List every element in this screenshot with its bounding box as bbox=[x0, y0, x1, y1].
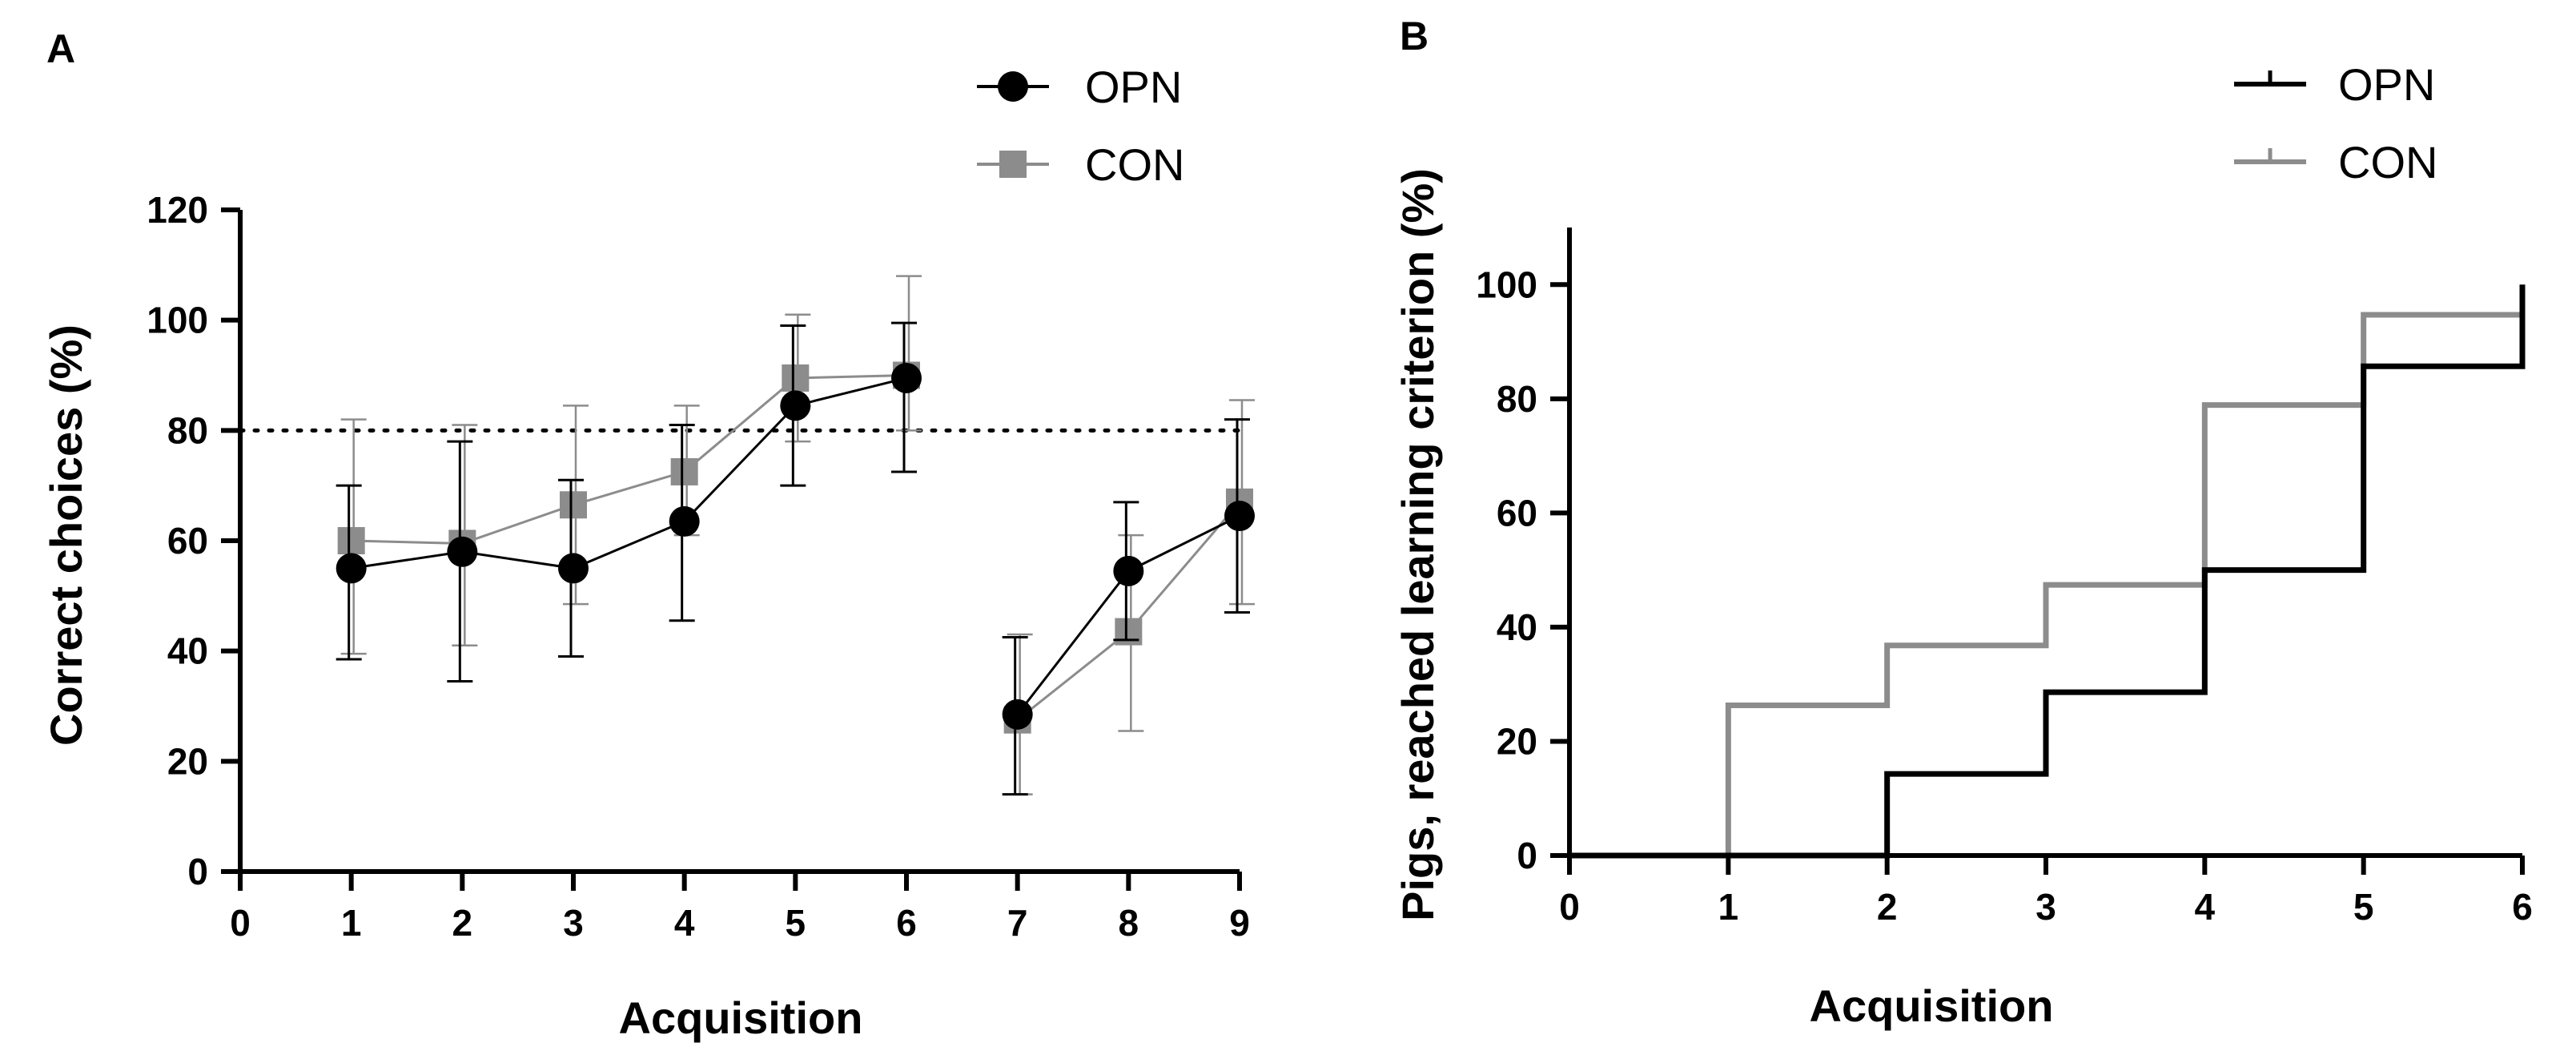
opn-series-line-2 bbox=[1016, 514, 1240, 715]
panel-b-y-axis-title: Pigs, reached learning criterion (%) bbox=[1392, 168, 1443, 921]
y-tick-label: 40 bbox=[1497, 606, 1537, 648]
x-tick-label: 5 bbox=[2353, 886, 2374, 928]
panel-b-tick-labels: 0 20 40 60 80 100 0 1 2 3 4 5 6 bbox=[1476, 264, 2533, 928]
panel-b-legend: OPN CON bbox=[2234, 59, 2437, 187]
panel-a-x-axis-title: Acquisition bbox=[619, 993, 863, 1043]
legend-con-label: CON bbox=[2338, 137, 2437, 187]
x-tick-label: 3 bbox=[2035, 886, 2056, 928]
con-point bbox=[782, 364, 810, 392]
y-tick-label: 100 bbox=[1476, 264, 1537, 305]
y-tick-label: 0 bbox=[187, 851, 208, 892]
x-tick-label: 6 bbox=[2512, 886, 2533, 928]
opn-point bbox=[447, 536, 478, 567]
opn-point bbox=[780, 390, 811, 421]
con-point bbox=[1115, 618, 1143, 646]
opn-point bbox=[1113, 555, 1144, 586]
y-tick-label: 40 bbox=[167, 630, 208, 672]
x-tick-label: 0 bbox=[230, 902, 251, 944]
opn-point bbox=[1002, 699, 1033, 730]
opn-point bbox=[1224, 501, 1255, 532]
x-tick-label: 6 bbox=[896, 902, 917, 944]
x-tick-label: 1 bbox=[341, 902, 362, 944]
y-tick-label: 100 bbox=[147, 300, 208, 341]
legend-opn-marker bbox=[998, 71, 1028, 102]
x-tick-label: 8 bbox=[1119, 902, 1139, 944]
panel-a-letter: A bbox=[46, 26, 75, 71]
opn-point bbox=[891, 362, 922, 393]
panel-b: B 0 20 40 60 80 100 0 1 2 3 4 5 6 Acquisition Pigs, … bbox=[1392, 14, 2533, 1031]
x-tick-label: 9 bbox=[1229, 902, 1250, 944]
x-tick-label: 3 bbox=[563, 902, 584, 944]
legend-opn-label: OPN bbox=[1085, 62, 1182, 112]
x-tick-label: 4 bbox=[674, 902, 695, 944]
legend-con-marker bbox=[999, 151, 1027, 178]
x-tick-label: 4 bbox=[2195, 886, 2216, 928]
y-tick-label: 0 bbox=[1517, 835, 1537, 876]
panel-a-legend: OPN CON bbox=[977, 62, 1184, 190]
x-tick-label: 7 bbox=[1007, 902, 1028, 944]
con-point bbox=[670, 457, 698, 485]
y-tick-label: 120 bbox=[147, 189, 208, 231]
x-tick-label: 5 bbox=[786, 902, 806, 944]
opn-series-line-1 bbox=[351, 376, 907, 570]
y-tick-label: 20 bbox=[167, 740, 208, 782]
con-point bbox=[560, 491, 587, 519]
panel-b-data bbox=[1569, 284, 2526, 859]
panel-b-x-axis-title: Acquisition bbox=[1810, 980, 2054, 1031]
panel-b-letter: B bbox=[1400, 14, 1429, 58]
panel-a-tick-labels: 0 20 40 60 80 100 120 0 1 2 3 4 5 6 7 8 9 bbox=[147, 189, 1250, 944]
panel-a-data bbox=[336, 275, 1255, 796]
y-tick-label: 80 bbox=[167, 409, 208, 451]
panel-a-axes bbox=[221, 207, 1242, 891]
opn-step-line bbox=[1569, 284, 2526, 859]
opn-point bbox=[669, 505, 700, 537]
opn-point bbox=[336, 553, 367, 584]
legend-opn-label: OPN bbox=[2338, 59, 2435, 110]
con-point bbox=[337, 527, 365, 554]
legend-con-label: CON bbox=[1085, 139, 1184, 190]
panel-b-axes bbox=[1550, 227, 2525, 875]
x-tick-label: 2 bbox=[1877, 886, 1898, 928]
x-tick-label: 2 bbox=[452, 902, 473, 944]
x-tick-label: 0 bbox=[1559, 886, 1580, 928]
x-tick-label: 1 bbox=[1718, 886, 1739, 928]
y-tick-label: 60 bbox=[1497, 492, 1537, 534]
y-tick-label: 80 bbox=[1497, 378, 1537, 420]
y-tick-label: 20 bbox=[1497, 720, 1537, 762]
con-series-line-1 bbox=[351, 374, 907, 545]
y-tick-label: 60 bbox=[167, 520, 208, 562]
panel-a-y-axis-title: Correct choices (%) bbox=[41, 324, 91, 746]
opn-point bbox=[558, 553, 589, 584]
